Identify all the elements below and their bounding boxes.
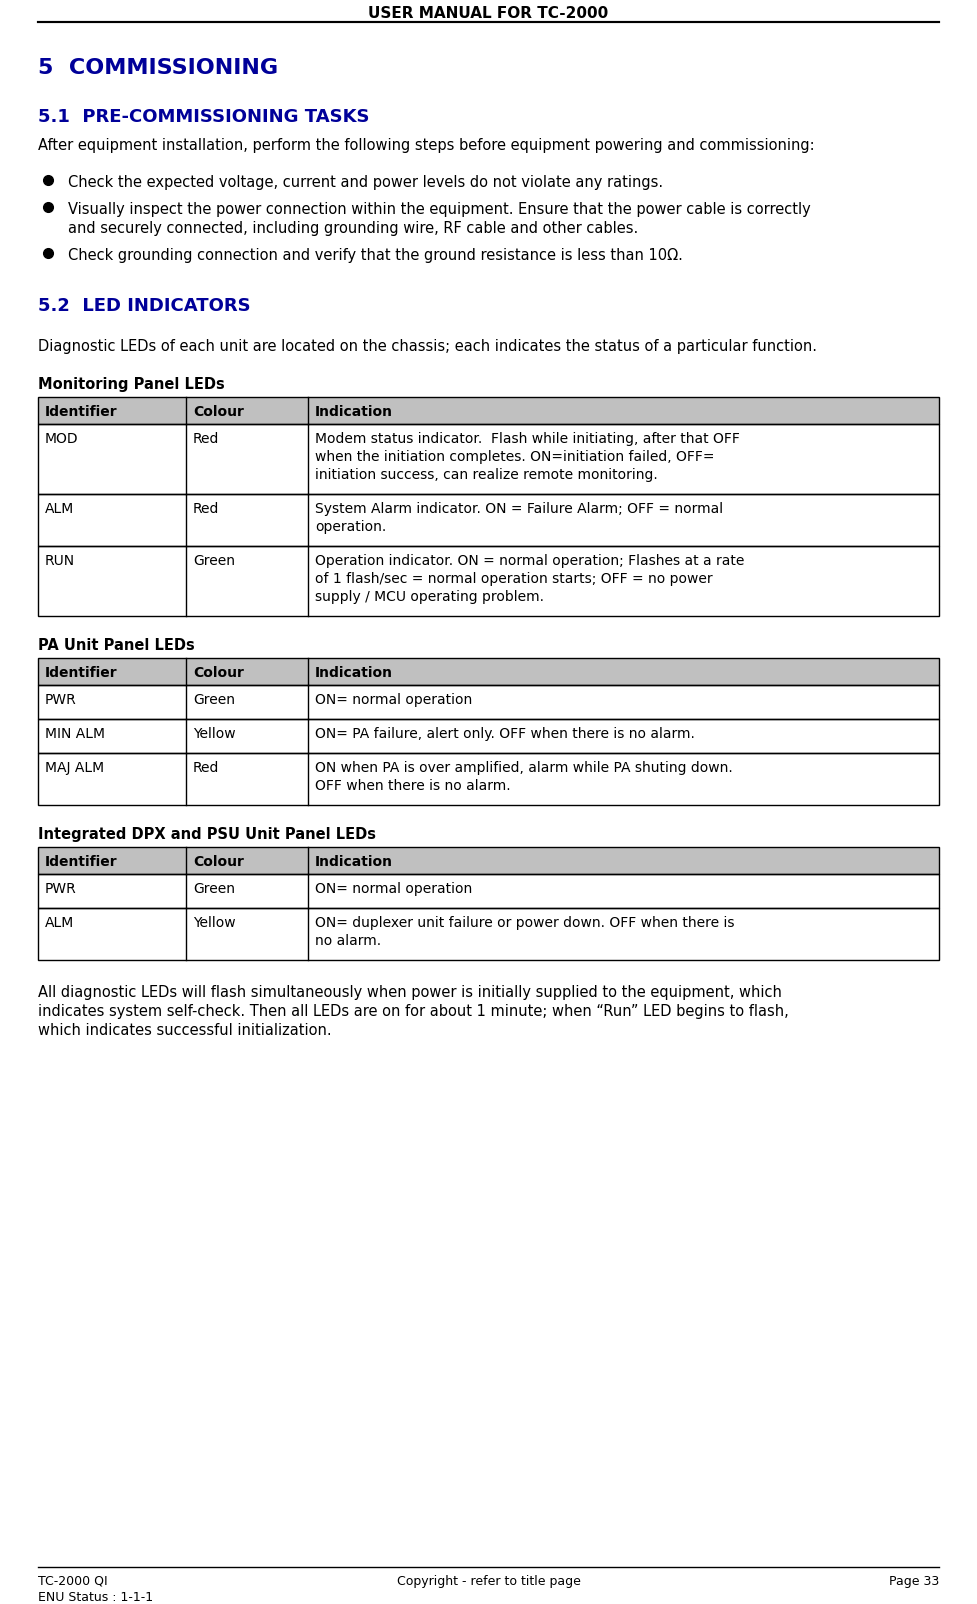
Text: TC-2000 QI: TC-2000 QI [38, 1575, 107, 1588]
Text: supply / MCU operating problem.: supply / MCU operating problem. [315, 590, 544, 605]
Text: Yellow: Yellow [193, 727, 235, 741]
Text: PWR: PWR [45, 882, 77, 897]
Text: Operation indicator. ON = normal operation; Flashes at a rate: Operation indicator. ON = normal operati… [315, 553, 744, 568]
Text: Green: Green [193, 553, 235, 568]
Text: Identifier: Identifier [45, 666, 117, 680]
Text: Modem status indicator.  Flash while initiating, after that OFF: Modem status indicator. Flash while init… [315, 431, 740, 446]
Text: Check grounding connection and verify that the ground resistance is less than 10: Check grounding connection and verify th… [68, 249, 683, 263]
Text: Red: Red [193, 760, 220, 775]
Bar [38, 423, 939, 494]
Bar [38, 847, 939, 874]
Text: Green: Green [193, 882, 235, 897]
Text: and securely connected, including grounding wire, RF cable and other cables.: and securely connected, including ground… [68, 221, 638, 236]
Bar [38, 908, 939, 961]
Bar [38, 685, 939, 719]
Text: USER MANUAL FOR TC-2000: USER MANUAL FOR TC-2000 [368, 6, 609, 21]
Bar [38, 719, 939, 752]
Text: Colour: Colour [193, 855, 244, 869]
Text: Page 33: Page 33 [889, 1575, 939, 1588]
Bar [38, 752, 939, 805]
Text: Red: Red [193, 431, 220, 446]
Text: indicates system self-check. Then all LEDs are on for about 1 minute; when “Run”: indicates system self-check. Then all LE… [38, 1004, 788, 1019]
Text: System Alarm indicator. ON = Failure Alarm; OFF = normal: System Alarm indicator. ON = Failure Ala… [315, 502, 723, 516]
Text: operation.: operation. [315, 520, 386, 534]
Text: Copyright - refer to title page: Copyright - refer to title page [397, 1575, 580, 1588]
Text: Visually inspect the power connection within the equipment. Ensure that the powe: Visually inspect the power connection wi… [68, 202, 811, 217]
Text: Yellow: Yellow [193, 916, 235, 930]
Text: 5  COMMISSIONING: 5 COMMISSIONING [38, 58, 278, 79]
Text: Indication: Indication [315, 855, 393, 869]
Bar [38, 398, 939, 423]
Bar [38, 847, 939, 874]
Text: ON= normal operation: ON= normal operation [315, 882, 472, 897]
Text: 5.2  LED INDICATORS: 5.2 LED INDICATORS [38, 297, 251, 314]
Text: MIN ALM: MIN ALM [45, 727, 105, 741]
Text: OFF when there is no alarm.: OFF when there is no alarm. [315, 780, 511, 792]
Bar [38, 494, 939, 545]
Bar [38, 658, 939, 685]
Bar [38, 874, 939, 908]
Text: PWR: PWR [45, 693, 77, 707]
Text: Diagnostic LEDs of each unit are located on the chassis; each indicates the stat: Diagnostic LEDs of each unit are located… [38, 338, 817, 354]
Text: ALM: ALM [45, 502, 74, 516]
Text: of 1 flash/sec = normal operation starts; OFF = no power: of 1 flash/sec = normal operation starts… [315, 573, 712, 585]
Text: MAJ ALM: MAJ ALM [45, 760, 105, 775]
Text: Check the expected voltage, current and power levels do not violate any ratings.: Check the expected voltage, current and … [68, 175, 663, 189]
Text: 5.1  PRE-COMMISSIONING TASKS: 5.1 PRE-COMMISSIONING TASKS [38, 107, 369, 127]
Text: Identifier: Identifier [45, 855, 117, 869]
Text: when the initiation completes. ON=initiation failed, OFF=: when the initiation completes. ON=initia… [315, 451, 714, 464]
Text: ALM: ALM [45, 916, 74, 930]
Text: which indicates successful initialization.: which indicates successful initializatio… [38, 1023, 331, 1038]
Text: Indication: Indication [315, 666, 393, 680]
Text: ON= normal operation: ON= normal operation [315, 693, 472, 707]
Text: Integrated DPX and PSU Unit Panel LEDs: Integrated DPX and PSU Unit Panel LEDs [38, 828, 376, 842]
Text: ON= PA failure, alert only. OFF when there is no alarm.: ON= PA failure, alert only. OFF when the… [315, 727, 695, 741]
Bar [38, 398, 939, 423]
Text: Red: Red [193, 502, 220, 516]
Text: RUN: RUN [45, 553, 75, 568]
Text: initiation success, can realize remote monitoring.: initiation success, can realize remote m… [315, 468, 658, 481]
Text: MOD: MOD [45, 431, 78, 446]
Bar [38, 658, 939, 685]
Text: ON when PA is over amplified, alarm while PA shuting down.: ON when PA is over amplified, alarm whil… [315, 760, 733, 775]
Text: After equipment installation, perform the following steps before equipment power: After equipment installation, perform th… [38, 138, 815, 152]
Text: Colour: Colour [193, 404, 244, 419]
Text: All diagnostic LEDs will flash simultaneously when power is initially supplied t: All diagnostic LEDs will flash simultane… [38, 985, 782, 999]
Text: Colour: Colour [193, 666, 244, 680]
Bar [38, 545, 939, 616]
Text: Indication: Indication [315, 404, 393, 419]
Text: ENU Status : 1-1-1: ENU Status : 1-1-1 [38, 1591, 153, 1604]
Text: no alarm.: no alarm. [315, 934, 381, 948]
Text: ON= duplexer unit failure or power down. OFF when there is: ON= duplexer unit failure or power down.… [315, 916, 735, 930]
Text: Green: Green [193, 693, 235, 707]
Text: Monitoring Panel LEDs: Monitoring Panel LEDs [38, 377, 225, 391]
Text: Identifier: Identifier [45, 404, 117, 419]
Text: PA Unit Panel LEDs: PA Unit Panel LEDs [38, 638, 194, 653]
